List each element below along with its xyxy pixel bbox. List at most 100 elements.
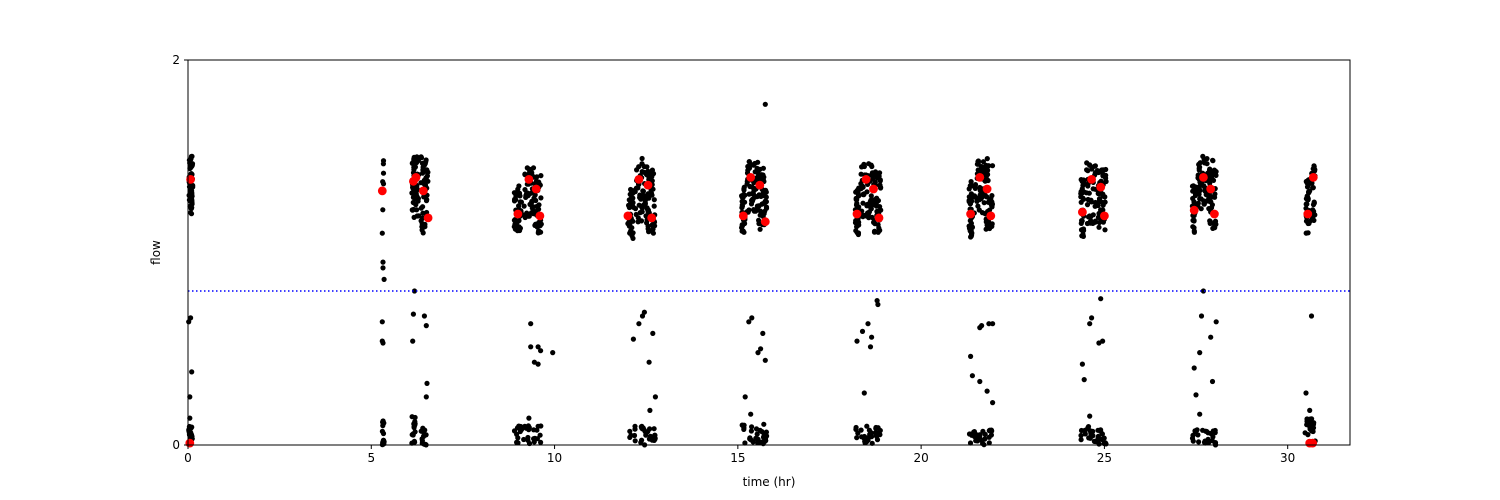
data-point bbox=[745, 167, 751, 173]
data-point bbox=[641, 309, 648, 315]
highlight-point bbox=[647, 213, 657, 223]
data-point bbox=[532, 435, 538, 441]
data-point bbox=[1087, 321, 1093, 327]
data-point bbox=[1092, 163, 1098, 169]
data-point bbox=[873, 433, 879, 439]
data-point bbox=[979, 323, 985, 329]
data-point bbox=[410, 432, 416, 438]
data-point bbox=[1085, 168, 1091, 174]
data-point bbox=[871, 228, 878, 234]
data-point bbox=[762, 357, 768, 363]
data-point bbox=[640, 188, 646, 194]
highlight-point bbox=[1096, 182, 1106, 192]
data-point bbox=[420, 428, 426, 434]
data-point bbox=[1189, 435, 1196, 441]
data-point bbox=[535, 361, 541, 367]
data-point bbox=[420, 170, 426, 176]
x-tick-label: 25 bbox=[1097, 451, 1112, 465]
x-tick-label: 15 bbox=[730, 451, 745, 465]
data-point bbox=[746, 191, 752, 197]
data-point bbox=[758, 346, 764, 352]
highlight-point bbox=[535, 211, 545, 221]
data-point bbox=[761, 421, 767, 427]
data-point bbox=[517, 199, 523, 205]
highlight-point bbox=[377, 186, 387, 196]
data-point bbox=[380, 423, 386, 429]
data-point bbox=[989, 428, 995, 434]
data-point bbox=[1310, 185, 1316, 191]
data-marks bbox=[185, 101, 1318, 448]
data-point bbox=[758, 176, 764, 182]
data-point bbox=[975, 158, 982, 164]
data-point bbox=[855, 230, 862, 236]
data-point bbox=[984, 194, 990, 200]
data-point bbox=[972, 182, 979, 188]
data-point bbox=[1311, 420, 1317, 426]
data-point bbox=[1102, 440, 1108, 446]
data-point bbox=[764, 433, 770, 439]
data-point bbox=[754, 431, 760, 437]
data-point bbox=[419, 438, 425, 444]
data-point bbox=[516, 423, 522, 429]
data-point bbox=[652, 432, 658, 438]
data-point bbox=[639, 425, 645, 431]
data-point bbox=[424, 380, 430, 386]
data-point bbox=[877, 178, 883, 184]
data-point bbox=[525, 434, 531, 441]
data-point bbox=[536, 202, 542, 208]
data-point bbox=[517, 225, 524, 231]
data-point bbox=[982, 436, 988, 442]
highlight-point bbox=[423, 213, 433, 223]
data-point bbox=[1078, 432, 1084, 439]
data-point bbox=[876, 225, 882, 231]
data-point bbox=[418, 218, 424, 224]
data-point bbox=[423, 159, 429, 165]
data-point bbox=[415, 198, 421, 204]
data-point bbox=[749, 424, 755, 430]
data-point bbox=[526, 415, 532, 421]
data-point bbox=[968, 220, 975, 226]
data-point bbox=[412, 421, 418, 427]
data-point bbox=[380, 207, 386, 213]
data-point bbox=[537, 229, 543, 235]
data-point bbox=[1098, 296, 1104, 302]
highlight-point bbox=[531, 184, 541, 194]
data-point bbox=[634, 185, 640, 191]
data-point bbox=[410, 199, 416, 206]
data-point bbox=[872, 202, 878, 208]
data-point bbox=[1091, 438, 1097, 444]
data-point bbox=[763, 189, 769, 195]
data-point bbox=[967, 440, 974, 446]
data-point bbox=[414, 154, 420, 160]
data-point bbox=[425, 169, 431, 175]
data-point bbox=[986, 440, 992, 446]
data-point bbox=[760, 330, 766, 336]
data-point bbox=[741, 422, 747, 428]
plot-frame bbox=[187, 59, 1351, 446]
highlight-point bbox=[986, 211, 996, 221]
highlight-point bbox=[623, 211, 633, 221]
data-point bbox=[1312, 212, 1318, 218]
data-point bbox=[760, 165, 767, 171]
data-point bbox=[875, 301, 881, 308]
data-point bbox=[1078, 199, 1084, 205]
data-point bbox=[536, 206, 542, 212]
data-point bbox=[860, 191, 866, 198]
data-point bbox=[646, 359, 652, 365]
data-point bbox=[757, 226, 763, 232]
data-point bbox=[966, 431, 973, 437]
data-point bbox=[636, 202, 642, 208]
highlight-point bbox=[874, 213, 884, 223]
highlight-point bbox=[1308, 438, 1317, 448]
data-point bbox=[1208, 199, 1214, 205]
data-point bbox=[1088, 197, 1094, 203]
data-point bbox=[1309, 180, 1315, 186]
data-point bbox=[1100, 167, 1106, 173]
highlight-point bbox=[643, 180, 653, 190]
data-point bbox=[855, 192, 862, 198]
data-point bbox=[1305, 230, 1311, 236]
highlight-point bbox=[1206, 184, 1216, 194]
data-point bbox=[1079, 178, 1085, 184]
data-point bbox=[859, 164, 865, 170]
data-point bbox=[538, 348, 544, 354]
